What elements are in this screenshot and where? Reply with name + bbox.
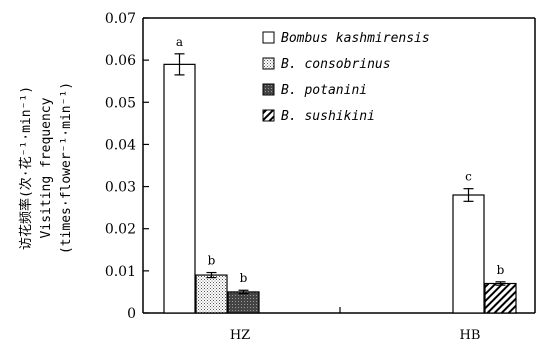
legend-swatch-potanini — [262, 83, 275, 96]
bar — [195, 274, 228, 314]
y-axis-label-chinese: 访花频率(次·花⁻¹·min⁻¹) — [18, 86, 34, 250]
y-tick-label: 0.02 — [105, 222, 136, 238]
legend-swatch-sushikini — [262, 109, 275, 122]
y-tick-label: 0 — [127, 306, 136, 322]
y-tick-label: 0.03 — [105, 180, 136, 196]
significance-letter: a — [176, 35, 183, 49]
bar — [227, 291, 260, 314]
y-tick-label: 0.07 — [105, 11, 136, 27]
significance-letter: b — [208, 254, 216, 268]
x-tick-label: HB — [460, 328, 481, 343]
significance-letter: b — [497, 263, 505, 277]
legend: Bombus kashmirensis B. consobrinus B. po… — [262, 31, 430, 124]
y-tick-label: 0.04 — [105, 137, 136, 153]
bar — [484, 282, 517, 314]
y-tick-label: 0.05 — [105, 95, 136, 111]
y-tick-label: 0.01 — [105, 264, 136, 280]
legend-label-sushikini: B. sushikini — [281, 109, 375, 124]
legend-swatch-kashmirensis — [262, 31, 275, 44]
significance-letter: c — [465, 170, 472, 184]
significance-letter: b — [240, 271, 248, 285]
legend-swatch-consobrinus — [262, 57, 275, 70]
legend-label-kashmirensis: Bombus kashmirensis — [281, 31, 430, 46]
bar — [452, 194, 485, 314]
legend-label-consobrinus: B. consobrinus — [281, 57, 391, 72]
legend-label-potanini: B. potanini — [281, 83, 367, 98]
y-axis-label-units: (times·flower⁻¹·min⁻¹) — [59, 82, 74, 254]
y-tick-label: 0.06 — [105, 53, 136, 69]
bar — [163, 63, 196, 314]
y-axis-label-english: Visiting frequency — [39, 97, 54, 238]
x-tick-label: HZ — [230, 328, 250, 343]
